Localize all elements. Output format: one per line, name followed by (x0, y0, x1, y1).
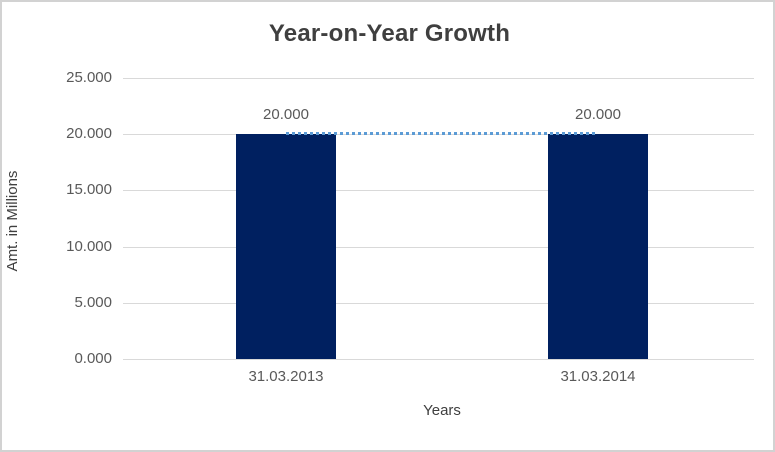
x-axis-category-label: 31.03.2014 (560, 368, 636, 385)
gridline (130, 359, 754, 360)
bar-31.03.2014 (548, 134, 648, 359)
y-axis-tick-label: 10.000 (66, 238, 112, 255)
gridline (130, 303, 754, 304)
x-axis-category-label: 31.03.2013 (248, 368, 324, 385)
plot-area (130, 78, 754, 360)
y-axis-tick (123, 247, 130, 248)
trendline-dotted (286, 132, 598, 135)
y-axis-tick-label: 20.000 (66, 125, 112, 142)
y-axis-tick-label: 5.000 (74, 294, 112, 311)
bar-31.03.2013 (236, 134, 336, 359)
gridline (130, 190, 754, 191)
y-axis-tick (123, 190, 130, 191)
y-axis-tick-label: 15.000 (66, 181, 112, 198)
y-axis-tick (123, 303, 130, 304)
y-axis-tick (123, 78, 130, 79)
gridline (130, 247, 754, 248)
y-axis-tick-label: 0.000 (74, 350, 112, 367)
gridline (130, 78, 754, 79)
y-axis-tick-label: 25.000 (66, 69, 112, 86)
y-axis-tick (123, 134, 130, 135)
chart-title: Year-on-Year Growth (268, 20, 511, 47)
y-axis-title: Amt. in Millions (4, 170, 21, 272)
x-axis-title: Years (423, 402, 461, 419)
bar-data-label: 20.000 (575, 106, 621, 123)
bar-data-label: 20.000 (263, 106, 309, 123)
y-axis-tick (123, 359, 130, 360)
